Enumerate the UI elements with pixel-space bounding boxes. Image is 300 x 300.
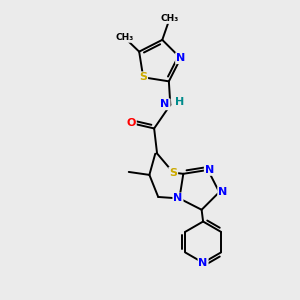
Text: N: N [160,99,170,109]
Text: N: N [173,194,183,203]
Text: S: S [139,72,147,82]
Text: N: N [199,258,208,268]
Text: S: S [169,168,177,178]
Text: N: N [218,187,227,197]
Text: N: N [205,165,214,175]
Text: CH₃: CH₃ [160,14,179,23]
Text: N: N [176,53,185,63]
Text: H: H [175,97,184,107]
Text: CH₃: CH₃ [115,33,134,42]
Text: O: O [127,118,136,128]
